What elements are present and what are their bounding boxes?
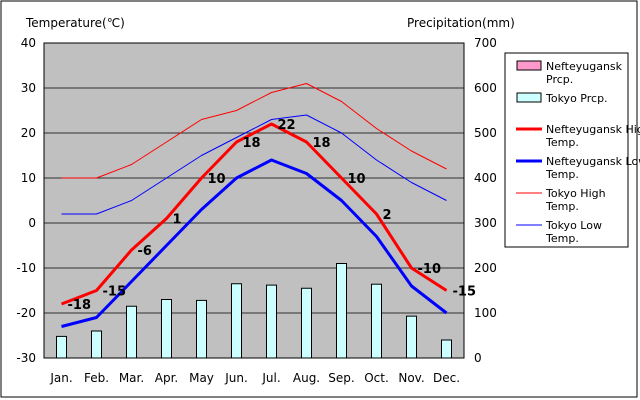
left-tick-label: -10 xyxy=(16,261,36,275)
legend-label: Nefteyugansk Prcp. xyxy=(546,60,623,86)
precip-bar xyxy=(126,305,137,359)
data-label: -18 xyxy=(68,298,92,313)
legend-label: Nefteyugansk Low Temp. xyxy=(545,155,640,181)
temp-line xyxy=(61,158,448,328)
x-tick-label: Oct. xyxy=(364,371,389,385)
x-tick-label: Aug. xyxy=(293,371,320,385)
data-label: -15 xyxy=(103,285,127,300)
left-tick-label: 30 xyxy=(21,81,36,95)
right-tick-label: 700 xyxy=(474,36,497,50)
right-tick-label: 600 xyxy=(474,81,497,95)
data-label: 18 xyxy=(313,136,331,151)
temp-line xyxy=(60,122,448,306)
legend-swatch xyxy=(516,60,542,71)
axis-ticks: -30-20-100102030400100200300400500600700… xyxy=(16,36,497,385)
x-tick-label: Feb. xyxy=(84,371,109,385)
right-tick-label: 300 xyxy=(474,216,497,230)
data-label: -10 xyxy=(418,262,442,277)
precip-bar xyxy=(441,339,452,359)
temperature-lines xyxy=(60,83,448,328)
x-tick-label: Nov. xyxy=(398,371,424,385)
right-tick-label: 100 xyxy=(474,306,497,320)
data-label: -15 xyxy=(453,285,477,300)
precip-bar xyxy=(231,283,242,359)
data-label: -6 xyxy=(138,244,152,259)
plot-area xyxy=(43,42,465,359)
x-tick-label: Jul. xyxy=(261,371,280,385)
data-label: 18 xyxy=(243,136,261,151)
precip-bar xyxy=(301,287,312,359)
precip-bar xyxy=(336,263,347,359)
legend-label: Tokyo Low Temp. xyxy=(545,219,602,245)
right-tick-label: 0 xyxy=(474,351,482,365)
precipitation-bars xyxy=(56,263,452,359)
x-tick-label: Jan. xyxy=(49,371,72,385)
data-labels: -18 -15 -6 1 10 18 22 18 10 2 -10 -15 xyxy=(68,118,477,313)
left-tick-label: 10 xyxy=(21,171,36,185)
left-axis-title: Temperature(℃) xyxy=(25,16,125,30)
data-label: 2 xyxy=(383,208,392,223)
x-tick-label: May xyxy=(189,371,214,385)
legend-label: Tokyo High Temp. xyxy=(545,187,606,213)
precip-bar xyxy=(161,299,172,359)
data-label: 10 xyxy=(348,172,366,187)
right-tick-label: 500 xyxy=(474,126,497,140)
legend-swatch xyxy=(516,92,542,103)
left-tick-label: -20 xyxy=(16,306,36,320)
x-tick-label: Sep. xyxy=(328,371,354,385)
temp-line xyxy=(61,83,447,179)
left-tick-label: -30 xyxy=(16,351,36,365)
precip-bar xyxy=(56,335,67,359)
legend-label: Tokyo Prcp. xyxy=(545,92,608,105)
x-tick-label: Dec. xyxy=(433,371,460,385)
precip-bar xyxy=(371,283,382,359)
left-tick-label: 20 xyxy=(21,126,36,140)
precip-bar xyxy=(91,330,102,359)
data-label: 10 xyxy=(208,172,226,187)
x-tick-label: Jun. xyxy=(224,371,248,385)
data-label: 1 xyxy=(173,213,182,228)
right-tick-label: 200 xyxy=(474,261,497,275)
legend: Nefteyugansk Prcp. Tokyo Prcp. Nefteyugansk… xyxy=(516,60,640,245)
x-tick-label: Mar. xyxy=(119,371,144,385)
precip-bar xyxy=(196,299,207,359)
x-tick-label: Apr. xyxy=(155,371,178,385)
precip-bar xyxy=(266,284,277,359)
temp-line xyxy=(61,114,447,215)
data-label: 22 xyxy=(278,118,296,133)
legend-box xyxy=(504,52,629,248)
precip-bar xyxy=(406,315,417,359)
left-tick-label: 0 xyxy=(28,216,36,230)
left-tick-label: 40 xyxy=(21,36,36,50)
right-tick-label: 400 xyxy=(474,171,497,185)
right-axis-title: Precipitation(mm) xyxy=(407,16,515,30)
